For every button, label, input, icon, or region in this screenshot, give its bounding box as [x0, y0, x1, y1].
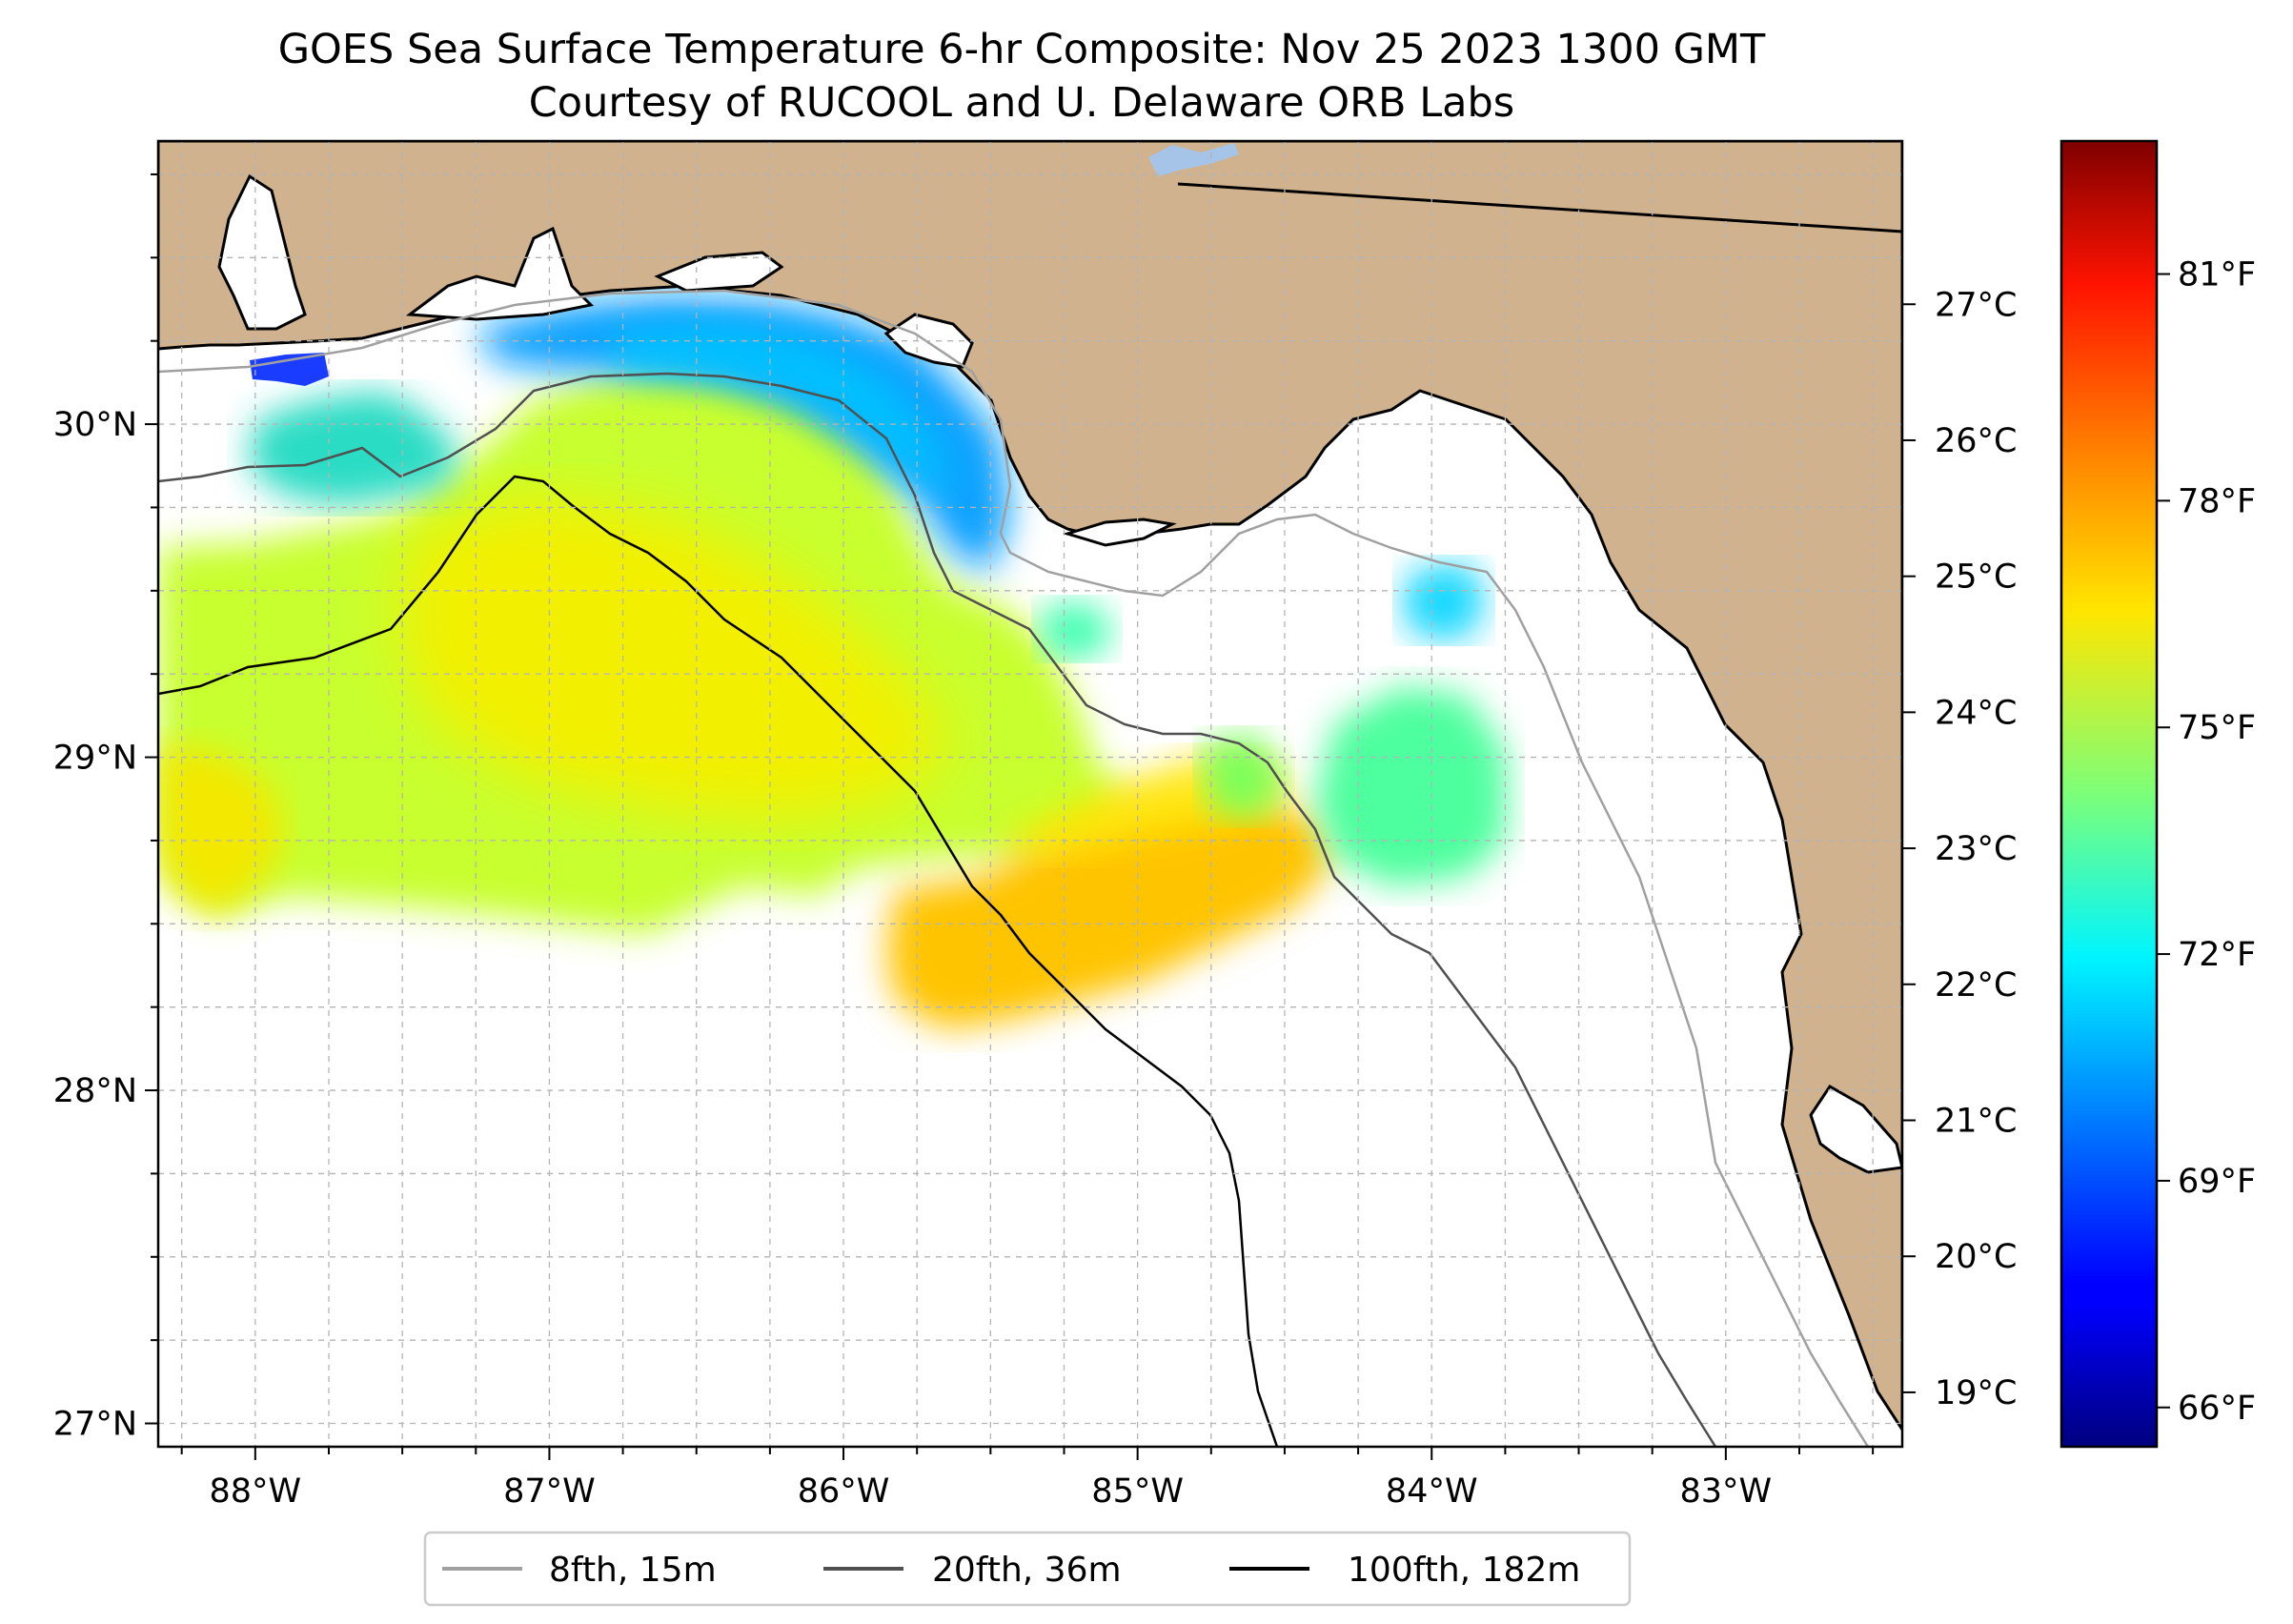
tampa-bay	[1809, 1085, 1902, 1174]
sst-patch-cold-spot	[250, 353, 329, 386]
chart-title-line2: Courtesy of RUCOOL and U. Delaware ORB L…	[529, 79, 1514, 127]
sst-patch-blue-inner	[610, 324, 953, 496]
pensacola-bay	[405, 226, 595, 321]
celsius-tick-label: 22°C	[1935, 966, 2017, 1005]
sst-patch-cyan-band	[248, 391, 457, 505]
celsius-axis: 19°C 20°C 21°C 22°C 23°C 24°C 25°C 26°C 27°C	[1902, 286, 2017, 1412]
sst-patch-big-bend	[1315, 686, 1506, 886]
map-panel	[158, 141, 1902, 1447]
lat-tick-label: 27°N	[53, 1406, 137, 1444]
fahrenheit-tick-label: 81°F	[2178, 256, 2256, 294]
lake-seminole	[1148, 143, 1239, 176]
lon-tick-label: 84°W	[1386, 1472, 1478, 1511]
fahrenheit-tick-label: 69°F	[2178, 1163, 2256, 1201]
isobath-8fth	[158, 289, 1870, 1447]
fahrenheit-tick-label: 66°F	[2178, 1390, 2256, 1428]
lon-tick-label: 85°W	[1091, 1472, 1184, 1511]
lat-tick-label: 28°N	[53, 1072, 137, 1110]
isobath-100fth	[158, 475, 1279, 1447]
chart-title-line1: GOES Sea Surface Temperature 6-hr Compos…	[278, 26, 1766, 73]
map-frame	[156, 139, 1904, 1449]
sst-patch-blue-band	[477, 295, 1010, 572]
sst-patch-apalachee	[1401, 562, 1487, 639]
celsius-tick-label: 21°C	[1935, 1103, 2017, 1141]
latitude-axis: 27°N 28°N 29°N 30°N	[53, 173, 158, 1444]
celsius-tick-label: 25°C	[1935, 558, 2017, 597]
celsius-tick-label: 26°C	[1935, 422, 2017, 460]
celsius-tick-label: 20°C	[1935, 1238, 2017, 1276]
sst-field	[158, 295, 1506, 1029]
mobile-bay	[217, 173, 307, 331]
sst-patch-west-warm	[158, 743, 286, 915]
legend: 8fth, 15m 20fth, 36m 100fth, 182m	[423, 1531, 1632, 1607]
celsius-tick-label: 19°C	[1935, 1374, 2017, 1412]
legend-label-100fth: 100fth, 182m	[1348, 1551, 1580, 1590]
longitude-axis: 88°W 87°W 86°W 85°W 84°W 83°W	[180, 1447, 1875, 1511]
celsius-tick-label: 27°C	[1935, 286, 2017, 324]
state-boundary-line	[1177, 182, 1902, 233]
fahrenheit-axis: 66°F 69°F 72°F 75°F 78°F 81°F	[2157, 256, 2256, 1428]
celsius-tick-label: 24°C	[1935, 694, 2017, 732]
sst-patch-south-lobe	[886, 791, 1334, 1029]
lon-tick-label: 83°W	[1680, 1472, 1773, 1511]
fahrenheit-tick-label: 75°F	[2178, 709, 2256, 747]
sst-patch-warm-core	[400, 496, 953, 820]
apalachicola-bay	[1062, 518, 1177, 547]
isobath-20fth	[158, 372, 1717, 1447]
legend-label-20fth: 20fth, 36m	[932, 1551, 1122, 1590]
sst-patch-central-green	[1201, 734, 1287, 820]
colorbar	[2060, 139, 2159, 1449]
lon-tick-label: 87°W	[503, 1472, 596, 1511]
legend-box	[423, 1531, 1632, 1607]
fahrenheit-tick-label: 72°F	[2178, 936, 2256, 974]
sst-patch-cape-san-blas	[1039, 600, 1115, 658]
lon-tick-label: 86°W	[798, 1472, 890, 1511]
gridlines	[158, 141, 1902, 1447]
legend-label-8fth: 8fth, 15m	[549, 1551, 717, 1590]
lon-tick-label: 88°W	[210, 1472, 302, 1511]
lat-tick-label: 29°N	[53, 740, 137, 778]
fahrenheit-tick-label: 78°F	[2178, 482, 2256, 520]
celsius-tick-label: 23°C	[1935, 830, 2017, 868]
lat-tick-label: 30°N	[53, 406, 137, 444]
